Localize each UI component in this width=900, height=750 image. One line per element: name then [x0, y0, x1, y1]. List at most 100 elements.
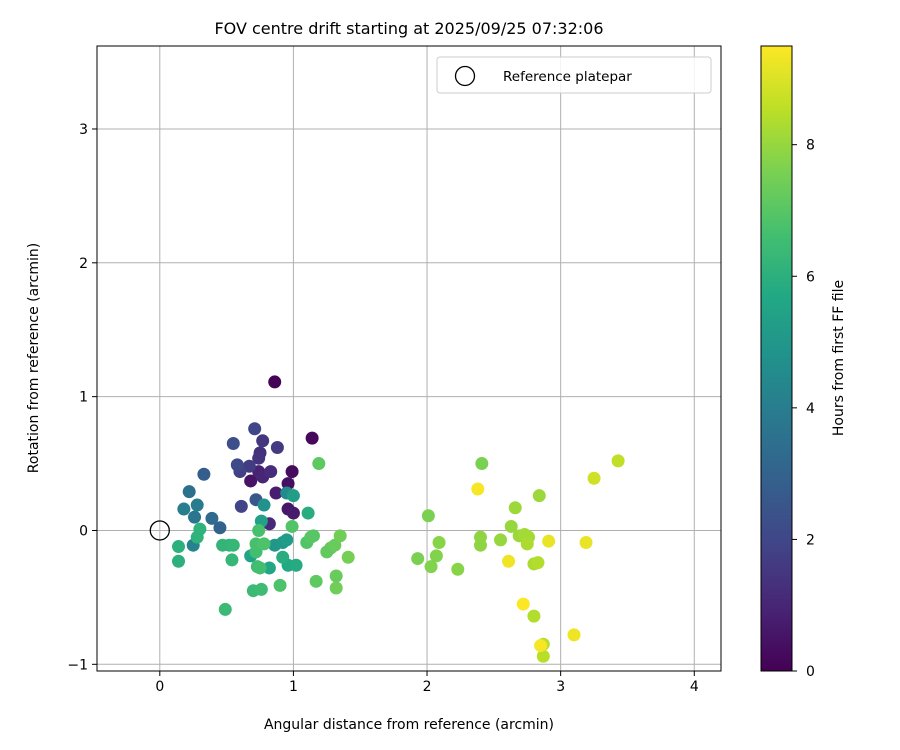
x-tick-label: 3 [556, 679, 565, 695]
colorbar-ticks: 0 2 4 6 8 [792, 138, 815, 680]
colorbar-label: Hours from first FF file [831, 280, 847, 436]
data-point [262, 561, 276, 575]
data-point [177, 502, 191, 516]
data-points [149, 375, 625, 663]
data-point [508, 501, 522, 515]
data-point [280, 533, 294, 547]
legend-box [436, 56, 712, 94]
data-point [257, 498, 271, 512]
data-point [172, 540, 186, 554]
data-point [225, 553, 239, 567]
data-point [567, 628, 581, 642]
data-point [579, 536, 593, 550]
x-tick-label: 0 [155, 679, 164, 695]
data-point [257, 537, 271, 551]
data-point [248, 422, 262, 436]
data-point [527, 609, 541, 623]
data-point [286, 506, 300, 520]
data-point [532, 489, 546, 503]
y-axis-label: Rotation from reference (arcmin) [26, 243, 42, 473]
data-point [471, 482, 485, 496]
colorbar-gradient [760, 45, 793, 672]
data-point [516, 597, 530, 611]
data-point [587, 471, 601, 485]
data-point [256, 434, 270, 448]
data-point [411, 552, 425, 566]
data-point [309, 574, 323, 588]
y-tick-label: −1 [67, 657, 88, 673]
colorbar-tick-label: 2 [806, 532, 815, 548]
data-point [542, 534, 556, 548]
data-point [252, 523, 266, 537]
data-point [286, 489, 300, 503]
data-point [190, 498, 204, 512]
data-point [424, 560, 438, 574]
data-point [273, 578, 287, 592]
grid [97, 46, 721, 671]
data-point [226, 436, 240, 450]
colorbar-tick-label: 0 [806, 664, 815, 680]
data-point [494, 533, 508, 547]
data-point [473, 538, 487, 552]
data-point [333, 529, 347, 543]
data-point [289, 558, 303, 572]
colorbar-tick-label: 8 [806, 138, 815, 154]
x-tick-label: 1 [289, 679, 298, 695]
colorbar: 0 2 4 6 8 Hours from first FF file [760, 45, 847, 680]
y-tick-label: 1 [79, 390, 88, 406]
data-point [432, 536, 446, 550]
data-point [254, 582, 268, 596]
data-point [451, 562, 465, 576]
data-point [269, 486, 283, 500]
data-point [329, 569, 343, 583]
chart-title: FOV centre drift starting at 2025/09/25 … [214, 19, 603, 38]
data-point [421, 509, 435, 523]
data-point [429, 549, 443, 563]
data-point [230, 458, 244, 472]
data-point [504, 519, 518, 533]
data-point [213, 521, 227, 535]
data-point [188, 510, 202, 524]
data-point [276, 550, 290, 564]
data-point [252, 451, 266, 465]
data-point [531, 556, 545, 570]
reference-platepar-marker [149, 520, 170, 541]
x-tick-label: 4 [690, 679, 699, 695]
data-point [341, 550, 355, 564]
x-tick-label: 2 [423, 679, 432, 695]
data-point [536, 649, 550, 663]
data-point [182, 485, 196, 499]
data-point [218, 602, 232, 616]
data-point [534, 639, 548, 653]
axis-ticks: 0 1 2 3 4 −1 0 1 2 3 [67, 122, 698, 695]
data-point [312, 457, 326, 471]
y-tick-label: 2 [79, 256, 88, 272]
legend-marker-icon [454, 65, 476, 87]
data-point [520, 537, 534, 551]
data-point [244, 474, 258, 488]
legend-label: Reference platepar [503, 69, 632, 85]
data-point [285, 519, 299, 533]
data-point [611, 454, 625, 468]
data-point [270, 440, 284, 454]
data-point [301, 506, 315, 520]
plot-frame [96, 45, 722, 672]
data-point [306, 529, 320, 543]
data-point [268, 375, 282, 389]
data-point [172, 554, 186, 568]
colorbar-tick-label: 4 [806, 401, 815, 417]
data-point [226, 538, 240, 552]
data-point [193, 522, 207, 536]
data-point [475, 457, 489, 471]
x-axis-label: Angular distance from reference (arcmin) [264, 717, 554, 733]
data-point [197, 467, 211, 481]
data-point [264, 465, 278, 479]
data-point [285, 465, 299, 479]
data-point [253, 561, 267, 575]
data-point [205, 511, 219, 525]
y-tick-label: 0 [79, 523, 88, 539]
y-tick-label: 3 [79, 122, 88, 138]
legend: Reference platepar [436, 56, 712, 94]
data-point [234, 499, 248, 513]
